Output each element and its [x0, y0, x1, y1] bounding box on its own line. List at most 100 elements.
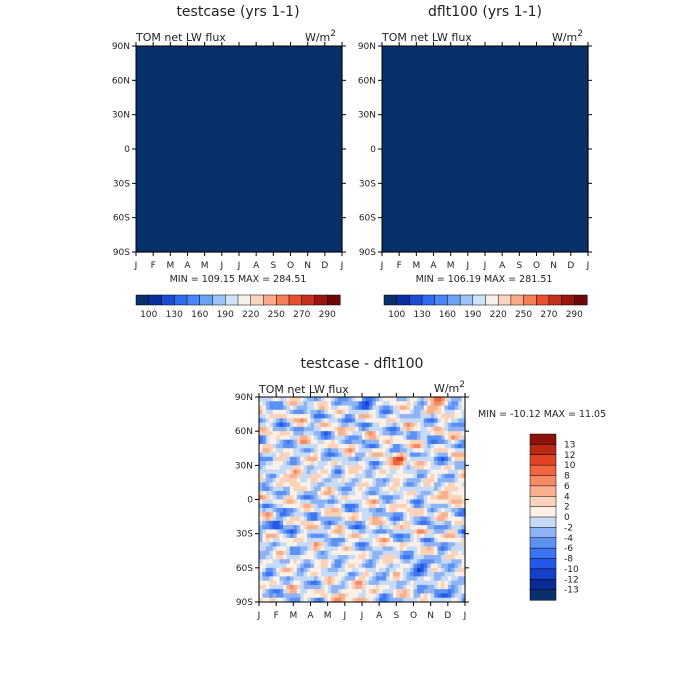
heat-cell — [204, 101, 209, 107]
heat-cell — [388, 131, 393, 137]
heat-cell — [536, 136, 541, 142]
heat-cell — [563, 46, 568, 51]
heat-cell — [577, 101, 582, 107]
heat-cell — [314, 196, 319, 202]
heat-cell — [457, 58, 462, 64]
heat-cell — [283, 179, 288, 184]
heat-cell — [304, 239, 309, 245]
heat-cell — [225, 80, 230, 86]
heat-cell — [416, 144, 421, 150]
heat-cell — [290, 88, 295, 94]
heat-cell — [395, 93, 400, 99]
heat-cell — [412, 123, 417, 129]
heat-cell — [287, 71, 292, 77]
heat-cell — [190, 101, 195, 107]
heat-cell — [211, 93, 216, 99]
heat-cell — [485, 123, 490, 129]
heat-cell — [423, 157, 428, 163]
heat-cell — [249, 58, 254, 64]
heat-cell — [170, 149, 175, 154]
heat-cell — [338, 179, 343, 184]
heat-cell — [293, 161, 298, 167]
heat-cell — [321, 136, 326, 142]
heat-cell — [529, 101, 534, 107]
heat-cell — [142, 140, 147, 146]
heat-cell — [259, 213, 264, 219]
heat-cell — [536, 63, 541, 69]
heat-cell — [283, 166, 288, 172]
heat-cell — [293, 144, 298, 150]
heat-cell — [235, 71, 240, 77]
heat-cell — [399, 58, 404, 64]
heat-cell — [245, 204, 250, 210]
heat-cell — [300, 84, 305, 90]
heat-cell — [280, 97, 285, 103]
heat-cell — [194, 226, 199, 232]
heat-cell — [290, 183, 295, 189]
heat-cell — [335, 97, 340, 103]
heat-cell — [543, 93, 548, 99]
heat-cell — [498, 183, 503, 189]
heat-cell — [153, 200, 158, 206]
heat-cell — [280, 217, 285, 223]
heat-cell — [311, 114, 316, 120]
heat-cell — [173, 166, 178, 172]
heat-cell — [399, 118, 404, 124]
heat-cell — [338, 161, 343, 167]
heat-cell — [146, 187, 151, 193]
heat-cell — [457, 46, 462, 51]
heat-cell — [423, 67, 428, 73]
heat-cell — [440, 54, 445, 60]
heat-cell — [457, 174, 462, 180]
heat-cell — [331, 76, 336, 81]
heat-cell — [467, 153, 472, 159]
heat-cell — [242, 153, 247, 159]
heat-cell — [433, 136, 438, 142]
heat-cell — [328, 239, 333, 245]
heat-cell — [180, 149, 185, 154]
colorbar-label: 290 — [319, 310, 336, 320]
heat-cell — [402, 131, 407, 137]
heat-cell — [184, 54, 189, 60]
heat-cell — [269, 131, 274, 137]
heat-cell — [304, 166, 309, 172]
heat-cell — [201, 101, 206, 107]
heat-cell — [454, 71, 459, 77]
heat-cell — [426, 71, 431, 77]
heat-cell — [266, 123, 271, 129]
heat-cell — [539, 136, 544, 142]
heat-cell — [385, 76, 390, 81]
heat-cell — [546, 157, 551, 163]
heat-cell — [382, 153, 387, 159]
heat-cell — [321, 157, 326, 163]
heat-cell — [269, 144, 274, 150]
heat-cell — [460, 166, 465, 172]
heat-cell — [331, 200, 336, 206]
heat-cell — [409, 144, 414, 150]
heat-cell — [214, 213, 219, 219]
heat-cell — [426, 174, 431, 180]
heat-cell — [338, 157, 343, 163]
colorbar-swatch — [225, 294, 239, 306]
heat-cell — [280, 221, 285, 227]
heat-cell — [426, 58, 431, 64]
heat-cell — [211, 58, 216, 64]
heat-cell — [136, 157, 141, 163]
heat-cell — [460, 149, 465, 154]
heat-cell — [266, 243, 271, 249]
heat-cell — [225, 127, 230, 133]
heat-cell — [173, 63, 178, 69]
heat-cell — [160, 58, 165, 64]
heat-cell — [263, 221, 268, 227]
heat-cell — [426, 183, 431, 189]
heat-cell — [170, 123, 175, 129]
heat-cell — [218, 226, 223, 232]
heat-cell — [338, 213, 343, 219]
heat-cell — [457, 106, 462, 111]
heat-cell — [146, 46, 151, 51]
heat-cell — [283, 149, 288, 154]
heat-cell — [328, 247, 333, 253]
heat-cell — [228, 136, 233, 142]
heat-cell — [163, 200, 168, 206]
heat-cell — [553, 54, 558, 60]
